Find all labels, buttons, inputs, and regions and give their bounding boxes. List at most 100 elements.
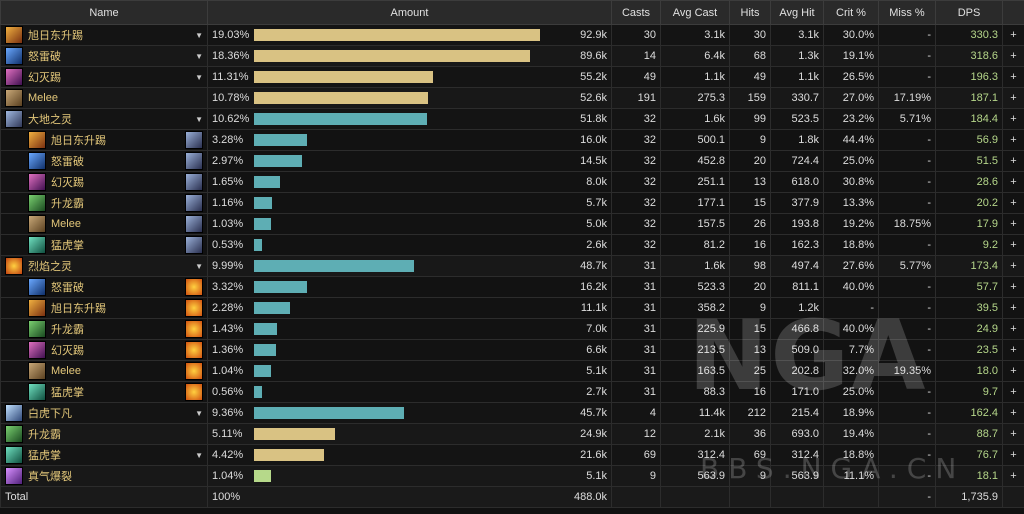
column-header-amount[interactable]: Amount <box>207 0 612 25</box>
add-button[interactable]: + <box>1002 150 1024 172</box>
column-header-avg-cast[interactable]: Avg Cast <box>660 0 730 25</box>
ability-name-cell[interactable]: Melee <box>0 213 208 235</box>
damage-amount: 45.7k <box>580 407 607 419</box>
add-button[interactable]: + <box>1002 66 1024 88</box>
chevron-down-icon[interactable]: ▼ <box>195 408 203 418</box>
add-button[interactable]: + <box>1002 213 1024 235</box>
add-button[interactable]: + <box>1002 234 1024 256</box>
ability-name-cell[interactable]: 猛虎掌 <box>0 381 208 403</box>
casts-cell: 69 <box>611 444 661 466</box>
add-button[interactable]: + <box>1002 276 1024 298</box>
table-row[interactable]: 升龙霸 5.11% 24.9k 12 2.1k 36 693.0 19.4% -88.7 + <box>0 423 1024 445</box>
ability-name-cell[interactable]: 猛虎掌 <box>0 234 208 256</box>
add-button[interactable]: + <box>1002 360 1024 382</box>
ability-name-cell[interactable]: 升龙霸 <box>0 192 208 214</box>
ability-name-cell[interactable]: Melee <box>0 87 208 109</box>
ability-name: 幻灭踢 <box>28 72 61 84</box>
add-button[interactable]: + <box>1002 402 1024 424</box>
ability-name-cell[interactable]: 幻灭踢 <box>0 171 208 193</box>
table-row[interactable]: Melee 10.78% 52.6k 191 275.3 159 330.7 27.0% 17.… <box>0 87 1024 109</box>
table-row[interactable]: Melee 1.03% 5.0k 32 157.5 26 193.8 19.2% 18.75% 1… <box>0 213 1024 235</box>
total-amount: 488.0k <box>573 491 607 503</box>
ability-name-cell[interactable]: 旭日东升踢 <box>0 297 208 319</box>
chevron-down-icon[interactable]: ▼ <box>195 72 203 82</box>
column-header-casts[interactable]: Casts <box>611 0 661 25</box>
add-button[interactable]: + <box>1002 423 1024 445</box>
add-button[interactable]: + <box>1002 444 1024 466</box>
ability-name-cell[interactable]: 怒雷破 <box>0 276 208 298</box>
table-row[interactable]: Melee 1.04% 5.1k 31 163.5 25 202.8 32.0% 19.35% 1… <box>0 360 1024 382</box>
avg-hit-cell: 1.1k <box>770 66 824 88</box>
ability-name-cell[interactable]: 猛虎掌 ▼ <box>0 444 208 466</box>
add-button[interactable]: + <box>1002 129 1024 151</box>
column-header-avg-hit[interactable]: Avg Hit <box>770 0 824 25</box>
chevron-down-icon[interactable]: ▼ <box>195 261 203 271</box>
chevron-down-icon[interactable]: ▼ <box>195 450 203 460</box>
damage-amount: 16.2k <box>580 281 607 293</box>
column-header-crit[interactable]: Crit % <box>823 0 879 25</box>
ability-name-cell[interactable]: 怒雷破 ▼ <box>0 45 208 67</box>
add-button[interactable]: + <box>1002 297 1024 319</box>
crit-cell: 30.8% <box>823 171 879 193</box>
fire-spirit-source-icon <box>185 383 203 401</box>
add-button[interactable]: + <box>1002 192 1024 214</box>
column-header-dps[interactable]: DPS <box>935 0 1003 25</box>
ability-name-cell[interactable]: 怒雷破 <box>0 150 208 172</box>
ability-name-cell[interactable]: Melee <box>0 360 208 382</box>
avg-hit-cell: 162.3 <box>770 234 824 256</box>
table-row[interactable]: 升龙霸 1.43% 7.0k 31 225.9 15 466.8 40.0% -24.9 + <box>0 318 1024 340</box>
total-add-cell <box>1002 486 1024 508</box>
add-button[interactable]: + <box>1002 24 1024 46</box>
table-row[interactable]: 怒雷破 3.32% 16.2k 31 523.3 20 811.1 40.0% -57.7 + <box>0 276 1024 298</box>
table-row[interactable]: 升龙霸 1.16% 5.7k 32 177.1 15 377.9 13.3% -20.2 + <box>0 192 1024 214</box>
table-row[interactable]: 旭日东升踢 2.28% 11.1k 31 358.2 9 1.2k - -39.5 + <box>0 297 1024 319</box>
column-header-hits[interactable]: Hits <box>729 0 771 25</box>
table-row[interactable]: 怒雷破 ▼ 18.36% 89.6k 14 6.4k 68 1.3k 19.1% -318.6 + <box>0 45 1024 67</box>
add-button[interactable]: + <box>1002 171 1024 193</box>
ability-name-cell[interactable]: 升龙霸 <box>0 318 208 340</box>
table-row[interactable]: 幻灭踢 ▼ 11.31% 55.2k 49 1.1k 49 1.1k 26.5% -196.3 + <box>0 66 1024 88</box>
ability-name-cell[interactable]: 旭日东升踢 <box>0 129 208 151</box>
add-button[interactable]: + <box>1002 45 1024 67</box>
table-row[interactable]: 烈焰之灵 ▼ 9.99% 48.7k 31 1.6k 98 497.4 27.6% 5.77% 17… <box>0 255 1024 277</box>
table-row[interactable]: 猛虎掌 ▼ 4.42% 21.6k 69 312.4 69 312.4 18.8% -76.7 + <box>0 444 1024 466</box>
add-button[interactable]: + <box>1002 255 1024 277</box>
fire-spirit-source-icon <box>185 362 203 380</box>
damage-amount: 8.0k <box>586 176 607 188</box>
table-row[interactable]: 白虎下凡 ▼ 9.36% 45.7k 4 11.4k 212 215.4 18.9% -162.4… <box>0 402 1024 424</box>
table-row[interactable]: 真气爆裂 1.04% 5.1k 9 563.9 9 563.9 11.1% -18.1 + <box>0 465 1024 487</box>
add-button[interactable]: + <box>1002 339 1024 361</box>
ability-name-cell[interactable]: 幻灭踢 <box>0 339 208 361</box>
table-row[interactable]: 旭日东升踢 3.28% 16.0k 32 500.1 9 1.8k 44.4% -56.9 + <box>0 129 1024 151</box>
table-row[interactable]: 旭日东升踢 ▼ 19.03% 92.9k 30 3.1k 30 3.1k 30.0% -330.3… <box>0 24 1024 46</box>
miss-cell: - <box>878 171 936 193</box>
rising-sun-kick-icon <box>28 299 46 317</box>
ability-name-cell[interactable]: 幻灭踢 ▼ <box>0 66 208 88</box>
ability-name-cell[interactable]: 白虎下凡 ▼ <box>0 402 208 424</box>
chevron-down-icon[interactable]: ▼ <box>195 51 203 61</box>
ability-name-cell[interactable]: 大地之灵 ▼ <box>0 108 208 130</box>
add-button[interactable]: + <box>1002 108 1024 130</box>
ability-name-cell[interactable]: 升龙霸 <box>0 423 208 445</box>
dps-cell: 318.6 <box>935 45 1003 67</box>
ability-name: 大地之灵 <box>28 114 72 126</box>
table-row[interactable]: 怒雷破 2.97% 14.5k 32 452.8 20 724.4 25.0% -51.5 + <box>0 150 1024 172</box>
table-row[interactable]: 幻灭踢 1.36% 6.6k 31 213.5 13 509.0 7.7% -23.5 + <box>0 339 1024 361</box>
add-button[interactable]: + <box>1002 465 1024 487</box>
ability-name-cell[interactable]: 烈焰之灵 ▼ <box>0 255 208 277</box>
column-header-name[interactable]: Name <box>0 0 208 25</box>
table-row[interactable]: 幻灭踢 1.65% 8.0k 32 251.1 13 618.0 30.8% -28.6 + <box>0 171 1024 193</box>
ability-name-cell[interactable]: 旭日东升踢 ▼ <box>0 24 208 46</box>
amount-cell: 11.31% 55.2k <box>207 66 612 88</box>
table-row[interactable]: 猛虎掌 0.56% 2.7k 31 88.3 16 171.0 25.0% -9.7 + <box>0 381 1024 403</box>
table-row[interactable]: 大地之灵 ▼ 10.62% 51.8k 32 1.6k 99 523.5 23.2% 5.71% 1… <box>0 108 1024 130</box>
chevron-down-icon[interactable]: ▼ <box>195 30 203 40</box>
ability-name-cell[interactable]: 真气爆裂 <box>0 465 208 487</box>
add-button[interactable]: + <box>1002 87 1024 109</box>
table-row[interactable]: 猛虎掌 0.53% 2.6k 32 81.2 16 162.3 18.8% -9.2 + <box>0 234 1024 256</box>
add-button[interactable]: + <box>1002 318 1024 340</box>
chevron-down-icon[interactable]: ▼ <box>195 114 203 124</box>
add-button[interactable]: + <box>1002 381 1024 403</box>
column-header-miss[interactable]: Miss % <box>878 0 936 25</box>
